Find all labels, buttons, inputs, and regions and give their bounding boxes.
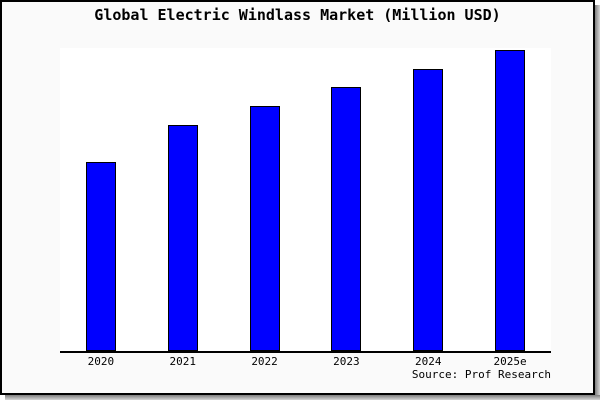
frame-shadow-right bbox=[595, 5, 600, 400]
x-tick-2024: 2024 bbox=[414, 355, 442, 368]
bar-2025e bbox=[495, 50, 526, 351]
bar-2023 bbox=[331, 86, 362, 351]
plot-area bbox=[60, 48, 551, 353]
x-tick-2020: 2020 bbox=[87, 355, 115, 368]
bar-2020 bbox=[85, 161, 116, 351]
bar-slot-2021 bbox=[142, 48, 224, 351]
bar-slot-2022 bbox=[224, 48, 306, 351]
bar-2021 bbox=[167, 125, 198, 351]
bar-slot-2025e bbox=[469, 48, 551, 351]
bar-2024 bbox=[413, 68, 444, 351]
x-tick-2025e: 2025e bbox=[493, 355, 527, 368]
bars-container bbox=[60, 48, 551, 351]
x-tick-2023: 2023 bbox=[333, 355, 360, 368]
x-axis-tick-labels: 2020 2021 2022 2023 2024 2025e bbox=[60, 355, 551, 368]
bar-slot-2023 bbox=[305, 48, 387, 351]
bar-slot-2024 bbox=[387, 48, 469, 351]
chart-title: Global Electric Windlass Market (Million… bbox=[94, 6, 501, 24]
source-credit: Source: Prof Research bbox=[411, 368, 551, 381]
frame-shadow-bottom bbox=[5, 395, 600, 400]
x-tick-2021: 2021 bbox=[169, 355, 196, 368]
bar-slot-2020 bbox=[60, 48, 142, 351]
x-tick-2022: 2022 bbox=[251, 355, 278, 368]
bar-2022 bbox=[249, 105, 280, 351]
